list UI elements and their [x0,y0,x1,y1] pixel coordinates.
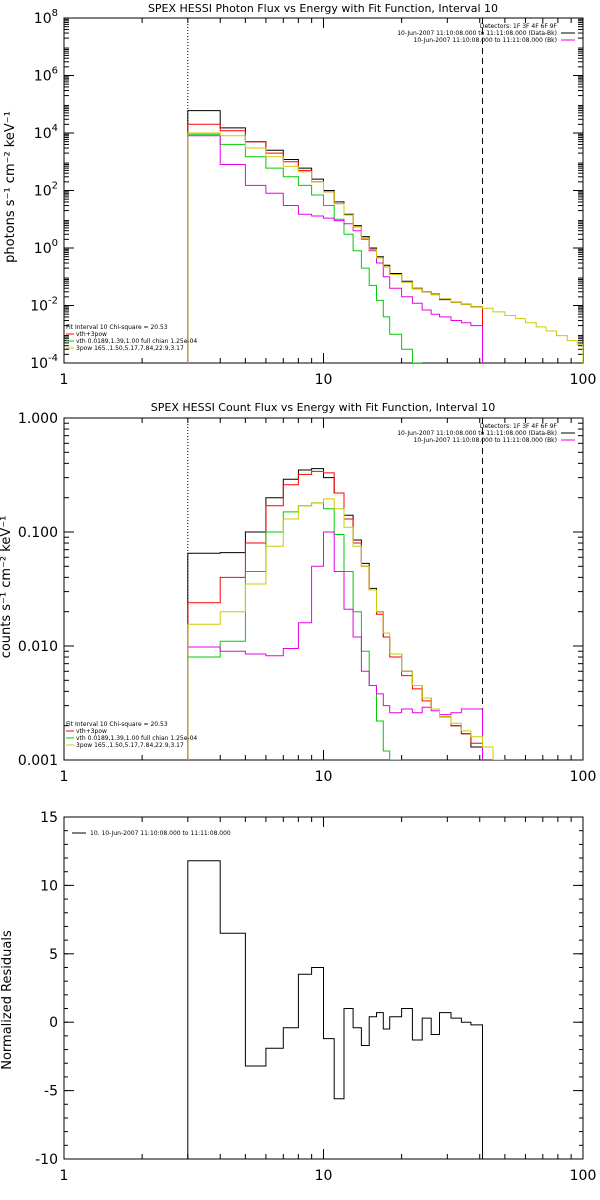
residual-y-tick-label: 15 [40,810,58,826]
count-info-line: Detectors: 1F 3F 4F 6F 9F [480,423,558,430]
residual-y-tick-label: -10 [35,1152,58,1168]
count-y-tick-label: 0.010 [18,639,58,655]
photon-series-line-0 [187,110,483,363]
photon-series-line-4 [187,132,583,363]
photon-y-tick-exp: 2 [52,181,58,192]
photon-y-tick-label: 106 [34,66,58,85]
photon-x-tick-label: 10 [315,372,333,388]
count-x-tick-label: 100 [570,769,597,785]
count-series-line-3 [187,531,483,760]
residuals-ylabel: Normalized Residuals [0,930,15,1070]
photon-y-tick-base: 10 [34,11,52,27]
count-legend-entry: vth+3pow [76,728,107,735]
photon-flux-title: SPEX HESSI Photon Flux vs Energy with Fi… [148,2,498,15]
photon-legend-entry: Fit Interval 10 Chi-square = 20.53 [66,324,168,331]
residual-series-line-0 [187,860,483,1159]
photon-y-tick-exp: 0 [52,238,58,249]
photon-y-tick-label: 100 [34,238,58,257]
photon-y-tick-label: 104 [34,123,58,142]
photon-legend-entry: vth+3pow [76,331,107,338]
photon-y-tick-base: 10 [34,69,52,85]
photon-series-line-1 [187,123,483,363]
photon-info-line: 10-Jun-2007 11:10:08.000 to 11:11:08.000… [414,37,557,44]
photon-legend-entry: 3pow 165.,1.50,5.17,7.84,22.9,3.17 [76,345,184,352]
photon-y-tick-exp: 4 [52,123,58,134]
residuals-chart: Normalized Residuals 1 10 100 -10 -5 0 5 10 15 10… [0,810,596,1184]
photon-x-tick-label: 1 [60,372,69,388]
residual-x-tick-label: 100 [570,1168,597,1184]
residual-y-tick-label: 5 [49,947,58,963]
count-y-tick-label: 1.000 [18,411,58,427]
photon-y-tick-base: 10 [34,126,52,142]
count-x-tick-label: 1 [60,769,69,785]
photon-y-tick-exp: 6 [52,66,58,77]
photon-flux-chart: SPEX HESSI Photon Flux vs Energy with Fi… [3,2,596,388]
count-info-line: 10-Jun-2007 11:10:08.000 to 11:11:08.000… [397,430,557,437]
count-series-line-4 [187,498,505,760]
photon-y-tick-label: 10-2 [30,296,58,315]
residual-x-tick-label: 10 [315,1168,333,1184]
photon-y-tick-label: 108 [34,8,58,27]
photon-y-tick-exp: -2 [48,296,58,307]
photon-flux-ylabel: photons s⁻¹ cm⁻² keV⁻¹ [3,111,18,263]
count-x-tick-label: 10 [315,769,333,785]
residual-legend-entry: 10. 10-Jun-2007 11:10:08.000 to 11:11:08… [90,830,231,837]
photon-info-line: Detectors: 1F 3F 4F 6F 9F [480,23,558,30]
residual-y-tick-label: 10 [40,878,58,894]
residual-y-tick-label: -5 [44,1084,58,1100]
count-series-group [187,468,505,760]
photon-y-tick-base: 10 [30,356,48,372]
photon-series-line-2 [187,133,423,363]
photon-y-tick-label: 102 [34,181,58,200]
count-flux-chart: SPEX HESSI Count Flux vs Energy with Fit… [0,401,596,785]
photon-x-tick-label: 100 [570,372,597,388]
count-legend-entry: 3pow 165.,1.50,5.17,7.84,22.9,3.17 [76,742,184,749]
photon-y-tick-exp: -4 [48,353,58,364]
count-y-tick-label: 0.100 [18,525,58,541]
count-flux-ylabel: counts s⁻¹ cm⁻² keV⁻¹ [0,516,14,659]
photon-y-tick-exp: 8 [52,8,58,19]
photon-y-tick-base: 10 [34,184,52,200]
photon-y-tick-base: 10 [30,299,48,315]
residual-y-tick-label: 0 [49,1015,58,1031]
photon-series-group [187,110,583,363]
residual-series-group [187,860,483,1159]
photon-info-line: 10-Jun-2007 11:10:08.000 to 11:11:08.000… [397,30,557,37]
photon-series-line-3 [187,135,483,363]
photon-y-tick-label: 10-4 [30,353,58,372]
photon-legend-entry: vth 0.0189,1.39,1.00 full chian 1.25e-04 [76,338,197,345]
count-series-line-1 [187,470,483,760]
count-legend-entry: vth 0.0189,1.39,1.00 full chian 1.25e-04 [76,735,197,742]
count-series-line-2 [187,502,402,760]
count-y-tick-label: 0.001 [18,753,58,769]
count-flux-title: SPEX HESSI Count Flux vs Energy with Fit… [151,401,495,414]
count-legend-entry: Fit Interval 10 Chi-square = 20.53 [66,721,168,728]
photon-y-tick-base: 10 [34,241,52,257]
count-info-line: 10-Jun-2007 11:10:08.000 to 11:11:08.000… [414,437,557,444]
count-series-line-0 [187,468,483,760]
residual-x-tick-label: 1 [60,1168,69,1184]
